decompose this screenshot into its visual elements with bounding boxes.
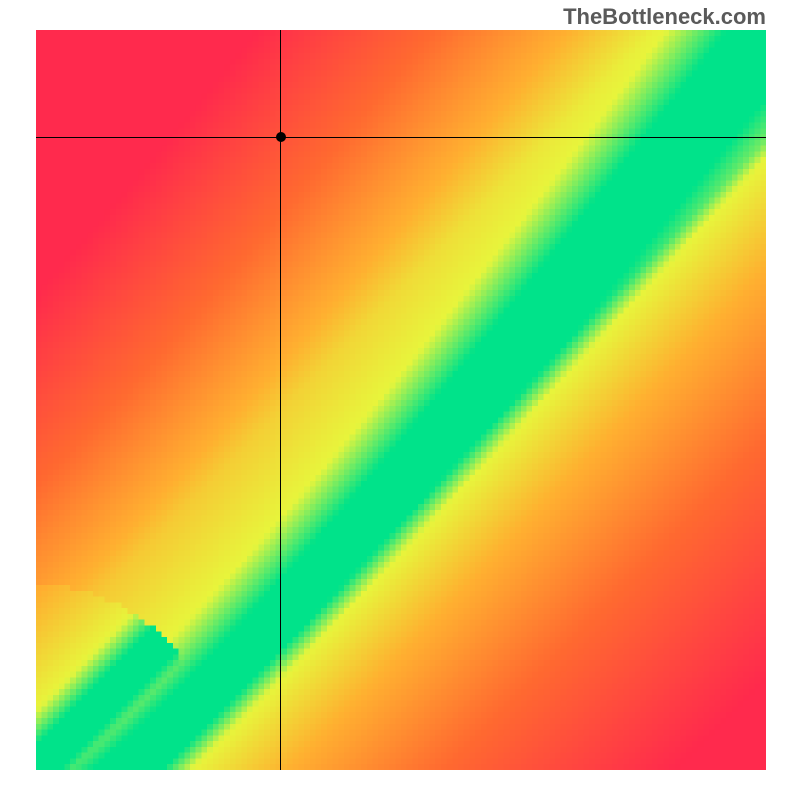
crosshair-horizontal xyxy=(36,137,766,138)
bottleneck-heatmap xyxy=(36,30,766,770)
crosshair-marker-dot xyxy=(276,132,286,142)
watermark-text: TheBottleneck.com xyxy=(563,4,766,30)
chart-container: TheBottleneck.com xyxy=(0,0,800,800)
